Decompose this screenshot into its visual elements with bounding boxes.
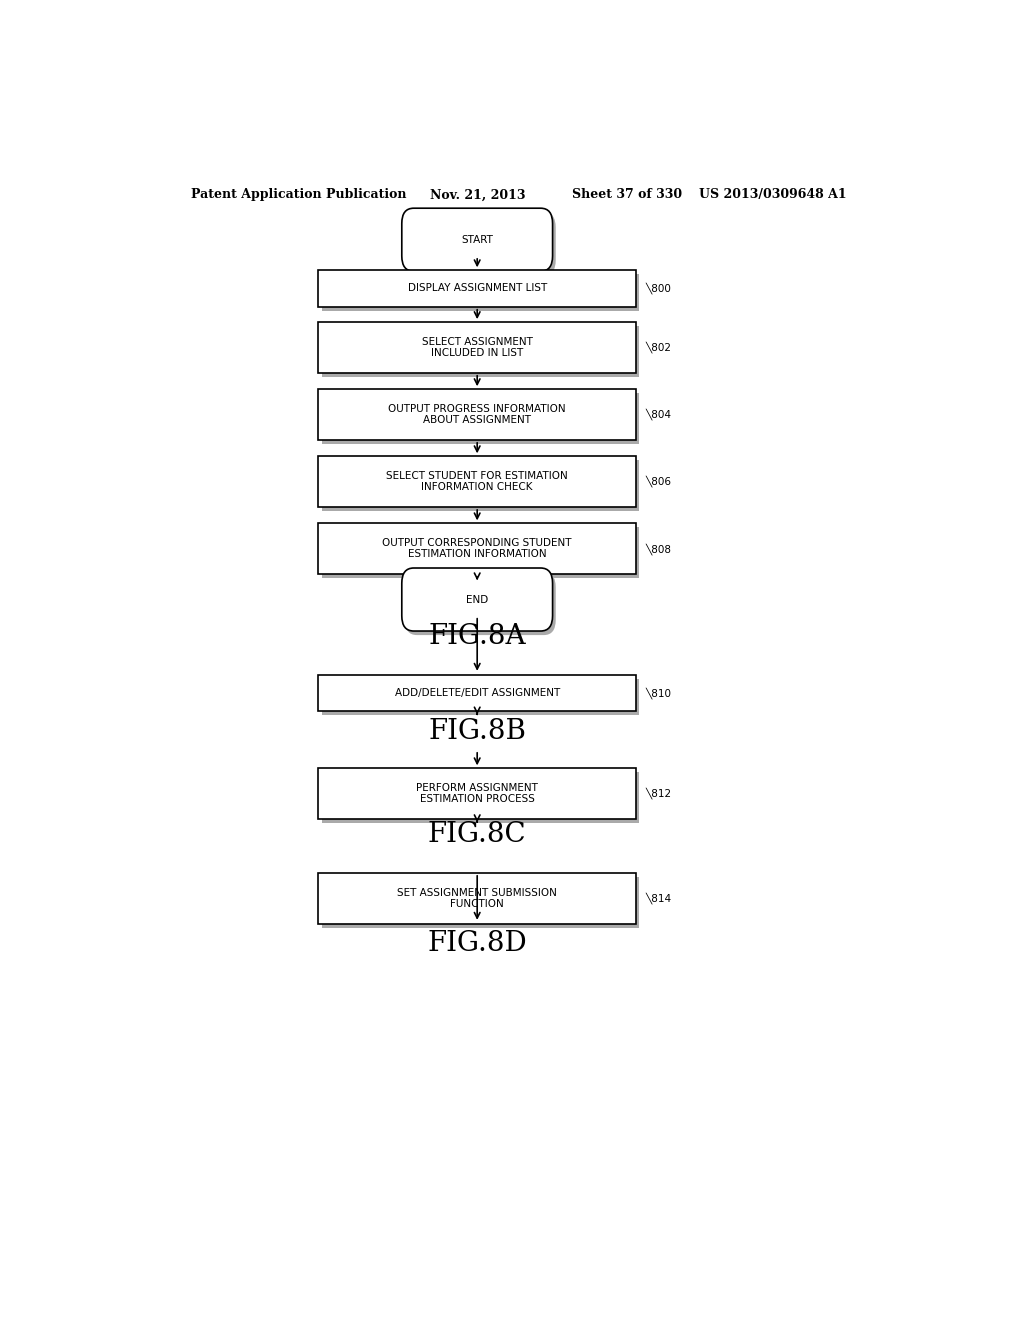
- Text: FIG.8A: FIG.8A: [428, 623, 526, 649]
- Text: ╲814: ╲814: [645, 892, 672, 904]
- FancyBboxPatch shape: [322, 528, 639, 578]
- FancyBboxPatch shape: [404, 572, 556, 635]
- Text: PERFORM ASSIGNMENT
ESTIMATION PROCESS: PERFORM ASSIGNMENT ESTIMATION PROCESS: [416, 783, 539, 804]
- Text: Nov. 21, 2013: Nov. 21, 2013: [430, 189, 525, 202]
- FancyBboxPatch shape: [322, 876, 639, 928]
- FancyBboxPatch shape: [318, 523, 636, 574]
- FancyBboxPatch shape: [322, 393, 639, 444]
- Text: ╲802: ╲802: [645, 342, 672, 354]
- Text: OUTPUT PROGRESS INFORMATION
ABOUT ASSIGNMENT: OUTPUT PROGRESS INFORMATION ABOUT ASSIGN…: [388, 404, 566, 425]
- FancyBboxPatch shape: [318, 675, 636, 711]
- Text: SELECT ASSIGNMENT
INCLUDED IN LIST: SELECT ASSIGNMENT INCLUDED IN LIST: [422, 337, 532, 358]
- Text: SET ASSIGNMENT SUBMISSION
FUNCTION: SET ASSIGNMENT SUBMISSION FUNCTION: [397, 887, 557, 909]
- Text: SELECT STUDENT FOR ESTIMATION
INFORMATION CHECK: SELECT STUDENT FOR ESTIMATION INFORMATIO…: [386, 471, 568, 492]
- Text: END: END: [466, 594, 488, 605]
- FancyBboxPatch shape: [401, 209, 553, 271]
- FancyBboxPatch shape: [318, 389, 636, 440]
- FancyBboxPatch shape: [318, 457, 636, 507]
- FancyBboxPatch shape: [318, 271, 636, 306]
- Text: START: START: [461, 235, 494, 244]
- Text: US 2013/0309648 A1: US 2013/0309648 A1: [699, 189, 847, 202]
- Text: Patent Application Publication: Patent Application Publication: [191, 189, 407, 202]
- Text: ╲810: ╲810: [645, 688, 672, 698]
- FancyBboxPatch shape: [318, 322, 636, 372]
- FancyBboxPatch shape: [404, 213, 556, 276]
- FancyBboxPatch shape: [322, 326, 639, 378]
- FancyBboxPatch shape: [318, 768, 636, 818]
- FancyBboxPatch shape: [318, 873, 636, 924]
- Text: ADD/DELETE/EDIT ASSIGNMENT: ADD/DELETE/EDIT ASSIGNMENT: [394, 688, 560, 698]
- Text: ╲806: ╲806: [645, 475, 672, 487]
- Text: ╲800: ╲800: [645, 282, 672, 294]
- FancyBboxPatch shape: [322, 275, 639, 312]
- FancyBboxPatch shape: [322, 678, 639, 715]
- Text: DISPLAY ASSIGNMENT LIST: DISPLAY ASSIGNMENT LIST: [408, 284, 547, 293]
- Text: OUTPUT CORRESPONDING STUDENT
ESTIMATION INFORMATION: OUTPUT CORRESPONDING STUDENT ESTIMATION …: [382, 537, 572, 560]
- Text: FIG.8D: FIG.8D: [427, 929, 527, 957]
- Text: ╲804: ╲804: [645, 409, 672, 420]
- Text: FIG.8B: FIG.8B: [428, 718, 526, 746]
- Text: ╲808: ╲808: [645, 543, 672, 554]
- FancyBboxPatch shape: [401, 568, 553, 631]
- FancyBboxPatch shape: [322, 772, 639, 824]
- Text: ╲812: ╲812: [645, 788, 672, 800]
- Text: Sheet 37 of 330: Sheet 37 of 330: [572, 189, 683, 202]
- Text: FIG.8C: FIG.8C: [428, 821, 526, 847]
- FancyBboxPatch shape: [322, 461, 639, 511]
